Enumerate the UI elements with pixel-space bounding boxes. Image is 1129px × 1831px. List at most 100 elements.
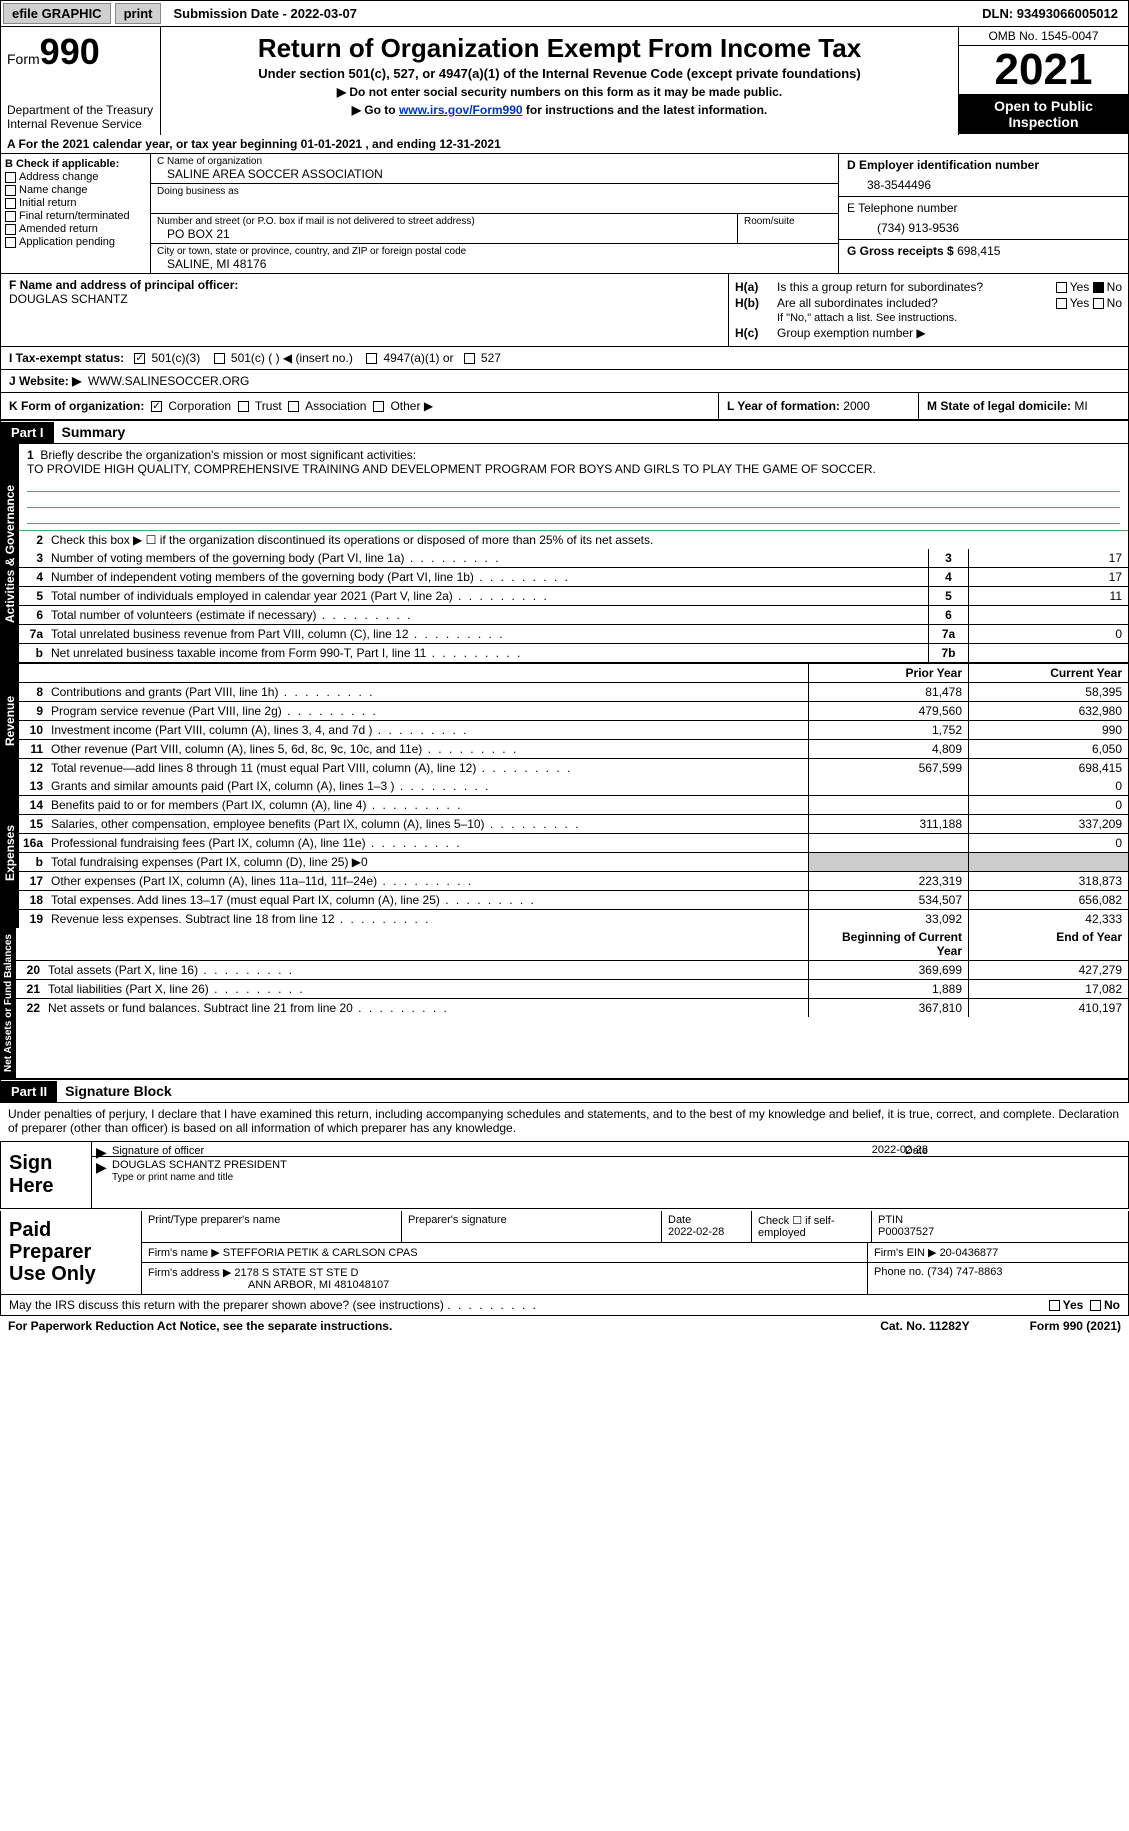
c-address: Number and street (or P.O. box if mail i… (151, 214, 738, 243)
part1-body: Activities & Governance 1 Briefly descri… (0, 444, 1129, 663)
prep-self-emp: Check ☐ if self-employed (752, 1211, 872, 1242)
tax-year: 2021 (959, 46, 1128, 94)
chk-name-change[interactable]: Name change (5, 184, 146, 196)
rev-line-10: 10Investment income (Part VIII, column (… (19, 721, 1128, 740)
chk-assoc[interactable] (288, 401, 299, 412)
section-bcdeg: B Check if applicable: Address change Na… (0, 154, 1129, 274)
net-line-21: 21Total liabilities (Part X, line 26)1,8… (16, 980, 1128, 999)
discuss-row: May the IRS discuss this return with the… (0, 1295, 1129, 1316)
form-number: Form990 (7, 31, 154, 73)
line1-mission: 1 Briefly describe the organization's mi… (19, 444, 1128, 531)
sign-here-section: Sign Here Signature of officer 2022-02-2… (0, 1141, 1129, 1209)
firm-phone: Phone no. (734) 747-8863 (868, 1263, 1128, 1294)
efile-button[interactable]: efile GRAPHIC (3, 3, 111, 24)
rev-line-9: 9Program service revenue (Part VIII, lin… (19, 702, 1128, 721)
c-org-name: C Name of organization SALINE AREA SOCCE… (151, 154, 838, 184)
form-header: Form990 Department of the Treasury Inter… (0, 27, 1129, 135)
form-note2: ▶ Go to www.irs.gov/Form990 for instruct… (171, 103, 948, 117)
h-a: H(a)Is this a group return for subordina… (735, 280, 1122, 294)
top-bar: efile GRAPHIC print Submission Date - 20… (0, 0, 1129, 27)
part1-header: Part I Summary (0, 420, 1129, 444)
chk-address-change[interactable]: Address change (5, 171, 146, 183)
c-dba: Doing business as (151, 184, 838, 214)
line2-checkbox: Check this box ▶ ☐ if the organization d… (47, 531, 1128, 549)
print-button[interactable]: print (115, 3, 162, 24)
submission-date: Submission Date - 2022-03-07 (163, 4, 367, 23)
gov-line-7a: 7aTotal unrelated business revenue from … (19, 625, 1128, 644)
prep-ptin: PTINP00037527 (872, 1211, 1128, 1242)
f-officer: F Name and address of principal officer:… (1, 274, 728, 346)
exp-line-16a: 16aProfessional fundraising fees (Part I… (19, 834, 1128, 853)
tab-netassets: Net Assets or Fund Balances (1, 928, 16, 1078)
row-i-status: I Tax-exempt status: 501(c)(3) 501(c) ( … (0, 347, 1129, 370)
sig-officer-line: Signature of officer 2022-02-28 Date (92, 1142, 1128, 1157)
dln: DLN: 93493066005012 (972, 4, 1128, 23)
chk-corp[interactable] (151, 401, 162, 412)
chk-501c3[interactable] (134, 353, 145, 364)
firm-ein: Firm's EIN ▶ 20-0436877 (868, 1243, 1128, 1262)
d-ein: D Employer identification number 38-3544… (839, 154, 1128, 197)
net-line-20: 20Total assets (Part X, line 16)369,6994… (16, 961, 1128, 980)
chk-pending[interactable]: Application pending (5, 236, 146, 248)
chk-4947[interactable] (366, 353, 377, 364)
page-footer: For Paperwork Reduction Act Notice, see … (0, 1316, 1129, 1336)
exp-line-17: 17Other expenses (Part IX, column (A), l… (19, 872, 1128, 891)
e-phone: E Telephone number (734) 913-9536 (839, 197, 1128, 240)
row-klm: K Form of organization: Corporation Trus… (0, 393, 1129, 420)
dept-label: Department of the Treasury Internal Reve… (7, 103, 154, 131)
open-public-badge: Open to Public Inspection (959, 94, 1128, 134)
b-label: B Check if applicable: (5, 158, 146, 170)
exp-line-14: 14Benefits paid to or for members (Part … (19, 796, 1128, 815)
declaration-text: Under penalties of perjury, I declare th… (0, 1103, 1129, 1139)
c-room: Room/suite (738, 214, 838, 243)
h-b: H(b)Are all subordinates included? Yes N… (735, 296, 1122, 310)
chk-initial-return[interactable]: Initial return (5, 197, 146, 209)
net-header: Beginning of Current Year End of Year (16, 928, 1128, 961)
omb-number: OMB No. 1545-0047 (959, 27, 1128, 46)
sign-here-label: Sign Here (1, 1142, 91, 1208)
gov-line-4: 4Number of independent voting members of… (19, 568, 1128, 587)
rev-line-8: 8Contributions and grants (Part VIII, li… (19, 683, 1128, 702)
part2-header: Part II Signature Block (0, 1079, 1129, 1103)
rev-line-12: 12Total revenue—add lines 8 through 11 (… (19, 759, 1128, 777)
prep-date: Date2022-02-28 (662, 1211, 752, 1242)
firm-name: Firm's name ▶ STEFFORIA PETIK & CARLSON … (142, 1243, 868, 1262)
exp-line-13: 13Grants and similar amounts paid (Part … (19, 777, 1128, 796)
exp-line-19: 19Revenue less expenses. Subtract line 1… (19, 910, 1128, 928)
paid-preparer-section: Paid Preparer Use Only Print/Type prepar… (0, 1211, 1129, 1295)
gov-line-b: bNet unrelated business taxable income f… (19, 644, 1128, 663)
rev-header: Prior Year Current Year (19, 664, 1128, 683)
col-b-checks: B Check if applicable: Address change Na… (1, 154, 151, 273)
tab-revenue: Revenue (1, 664, 19, 777)
chk-final-return[interactable]: Final return/terminated (5, 210, 146, 222)
paid-preparer-label: Paid Preparer Use Only (1, 1211, 141, 1294)
prep-name: Print/Type preparer's name (142, 1211, 402, 1242)
chk-501c[interactable] (214, 353, 225, 364)
form-subtitle: Under section 501(c), 527, or 4947(a)(1)… (171, 66, 948, 81)
row-j-website: J Website: ▶ WWW.SALINESOCCER.ORG (0, 370, 1129, 393)
form-note1: ▶ Do not enter social security numbers o… (171, 85, 948, 99)
rev-line-11: 11Other revenue (Part VIII, column (A), … (19, 740, 1128, 759)
h-b-note: If "No," attach a list. See instructions… (735, 312, 1122, 324)
chk-trust[interactable] (238, 401, 249, 412)
chk-other[interactable] (373, 401, 384, 412)
chk-527[interactable] (464, 353, 475, 364)
gov-line-5: 5Total number of individuals employed in… (19, 587, 1128, 606)
net-line-22: 22Net assets or fund balances. Subtract … (16, 999, 1128, 1017)
exp-line-b: bTotal fundraising expenses (Part IX, co… (19, 853, 1128, 872)
irs-link[interactable]: www.irs.gov/Form990 (399, 103, 523, 117)
sig-name-line: DOUGLAS SCHANTZ PRESIDENT Type or print … (92, 1157, 1128, 1195)
section-fh: F Name and address of principal officer:… (0, 274, 1129, 347)
row-a-period: A For the 2021 calendar year, or tax yea… (0, 135, 1129, 154)
prep-sig: Preparer's signature (402, 1211, 662, 1242)
h-c: H(c)Group exemption number ▶ (735, 326, 1122, 340)
form-title: Return of Organization Exempt From Incom… (171, 33, 948, 64)
gov-line-6: 6Total number of volunteers (estimate if… (19, 606, 1128, 625)
tab-expenses: Expenses (1, 777, 19, 928)
tab-governance: Activities & Governance (1, 444, 19, 663)
c-city: City or town, state or province, country… (151, 244, 838, 273)
chk-amended[interactable]: Amended return (5, 223, 146, 235)
g-gross: G Gross receipts $ 698,415 (839, 240, 1128, 262)
gov-line-3: 3Number of voting members of the governi… (19, 549, 1128, 568)
firm-address: Firm's address ▶ 2178 S STATE ST STE D A… (142, 1263, 868, 1294)
